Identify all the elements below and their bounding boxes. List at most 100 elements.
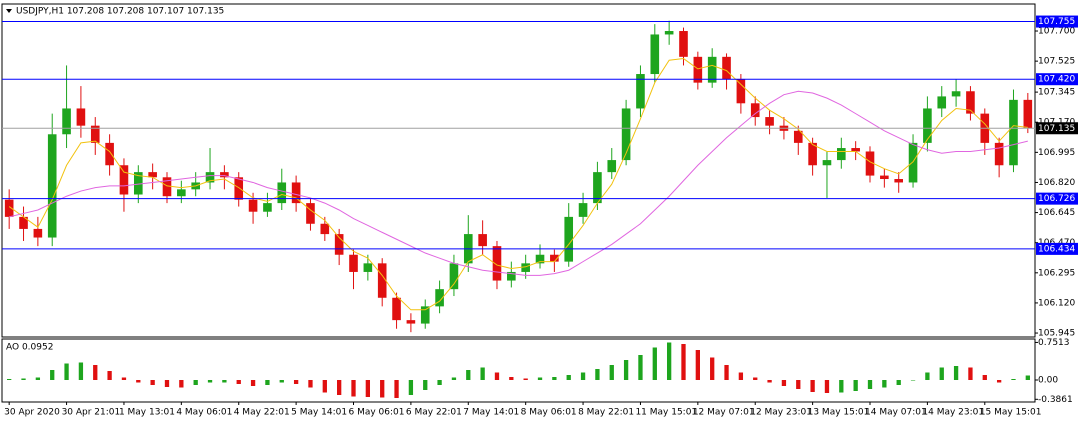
candle-body (62, 108, 71, 135)
ao-bar (236, 380, 241, 384)
candle-body (679, 31, 688, 57)
ao-bar (537, 377, 543, 380)
candle-body (377, 263, 387, 298)
y-tick-label: 106.820 (1038, 178, 1075, 188)
ao-bar (882, 380, 887, 388)
candle-body (908, 142, 918, 183)
candle-body (736, 79, 746, 104)
candle-body (406, 320, 416, 324)
candle-body (765, 117, 774, 126)
ao-bar (810, 380, 815, 392)
candle-body (320, 223, 330, 235)
candle-body (363, 263, 373, 272)
level-label: 106.726 (1038, 194, 1075, 204)
ao-bar (136, 380, 141, 383)
candle-body (851, 148, 860, 152)
ao-bar (193, 380, 198, 385)
candle-body (750, 103, 760, 118)
y-tick-label: 0.00 (1038, 376, 1058, 386)
ao-bar (423, 380, 428, 390)
ao-bar (781, 380, 787, 386)
candle-body (521, 263, 530, 272)
ao-bar (21, 378, 26, 380)
ao-bar (78, 362, 84, 380)
candle-body (105, 142, 114, 166)
candle-body (492, 246, 502, 281)
ao-bar (179, 380, 184, 388)
ao-bar (925, 372, 930, 380)
candle-body (650, 34, 660, 75)
ao-panel-frame (1, 338, 1036, 403)
ao-bar (480, 367, 485, 380)
ao-bar (910, 380, 916, 381)
y-tick-label: 105.945 (1038, 329, 1075, 339)
ao-bar (7, 379, 12, 380)
ao-bar (968, 367, 973, 380)
y-tick-label: 106.295 (1038, 268, 1075, 278)
ao-bar (681, 344, 686, 380)
ao-bar (451, 377, 457, 380)
candle-body (1009, 99, 1018, 166)
candle-body (951, 91, 961, 97)
ao-bar (796, 380, 801, 389)
x-tick-label: 1 May 13:01 (119, 408, 175, 418)
chart-title: USDJPY,H1 107.208 107.208 107.107 107.13… (16, 7, 224, 17)
ao-bar (494, 372, 500, 380)
ao-bar (710, 357, 715, 380)
moving-average (8, 58, 1028, 311)
ao-bar (351, 380, 356, 397)
ao-bar (939, 367, 944, 380)
ao-bar (408, 380, 414, 395)
level-box (1036, 73, 1078, 86)
y-tick-label: 107.345 (1038, 88, 1075, 98)
candle-body (148, 172, 157, 178)
x-tick-label: 30 Apr 21:01 (62, 408, 121, 418)
ao-bar (93, 365, 98, 380)
ao-bar (164, 380, 170, 387)
ao-bar (867, 380, 873, 389)
ao-bar (35, 377, 41, 380)
y-tick-label: 107.525 (1038, 57, 1075, 67)
ao-bar (509, 377, 514, 380)
candle-body (90, 125, 100, 143)
x-tick-label: 6 May 06:01 (349, 408, 405, 418)
ao-bar (896, 380, 901, 385)
candle-body (564, 216, 574, 262)
ao-bar (609, 365, 614, 380)
ao-bar (566, 375, 571, 380)
ao-bar (308, 380, 313, 388)
y-tick-label: 107.700 (1038, 27, 1075, 37)
candle-body (808, 142, 817, 166)
level-box (1036, 192, 1078, 205)
candle-body (449, 263, 459, 290)
ao-bar (437, 380, 442, 385)
x-tick-label: 6 May 22:01 (406, 408, 462, 418)
candle-body (33, 228, 43, 238)
indicator-title: AO 0.0952 (6, 343, 53, 353)
x-tick-label: 8 May 06:01 (521, 408, 577, 418)
ao-bar (552, 377, 557, 380)
level-box (1036, 15, 1078, 28)
candle-body (1023, 99, 1033, 129)
ao-bar (853, 380, 858, 391)
ao-bar (638, 355, 643, 380)
ao-bar (724, 365, 729, 380)
candle-body (693, 56, 703, 83)
ao-bar (121, 377, 127, 380)
candle-body (277, 182, 287, 204)
ao-bar (523, 378, 528, 380)
x-tick-label: 5 May 14:01 (291, 408, 347, 418)
candle-body (205, 172, 215, 183)
level-label: 107.420 (1038, 75, 1075, 85)
candle-body (349, 254, 358, 272)
level-box (1036, 242, 1078, 255)
y-tick-label: -0.3861 (1038, 395, 1073, 405)
x-tick-label: 15 May 15:01 (980, 408, 1042, 418)
candle-body (793, 130, 803, 143)
candle-body (435, 289, 444, 307)
ao-bar (322, 380, 327, 393)
menu-triangle (6, 9, 12, 13)
